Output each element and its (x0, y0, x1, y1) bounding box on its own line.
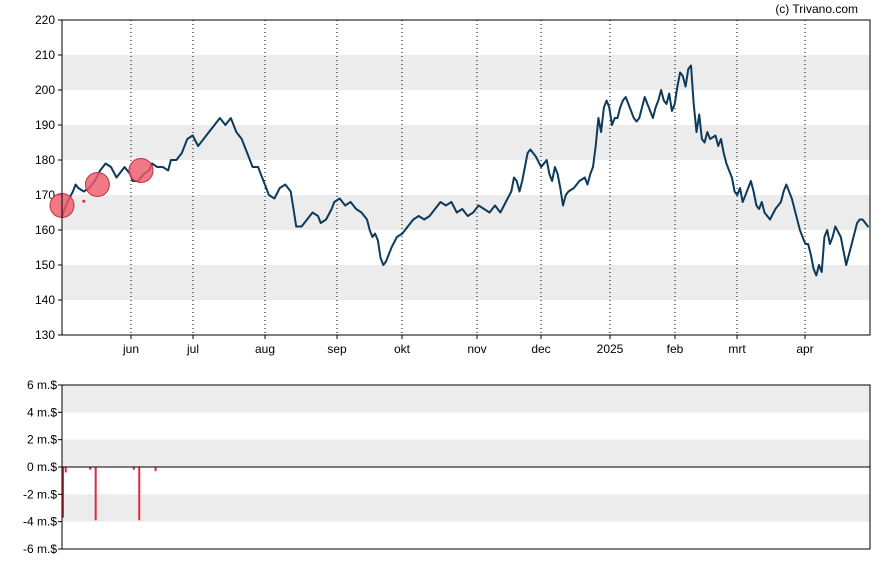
volume-bars (62, 467, 157, 521)
price-x-tick-label: 2025 (597, 342, 624, 356)
price-x-tick-label: nov (467, 342, 486, 356)
price-bands (62, 55, 870, 300)
volume-bar (132, 467, 135, 470)
volume-bands (62, 385, 870, 522)
price-line (61, 64, 869, 277)
price-y-tick-label: 140 (35, 293, 55, 307)
price-y-tick-label: 190 (35, 118, 55, 132)
volume-y-tick-label: -2 m.$ (23, 487, 57, 501)
volume-band (62, 494, 870, 522)
volume-bar (154, 467, 157, 472)
volume-y-tick-label: -6 m.$ (23, 542, 57, 556)
volume-bar (138, 467, 141, 521)
price-y-tick-label: 210 (35, 48, 55, 62)
price-x-tick-label: mrt (728, 342, 746, 356)
trade-marker (128, 158, 154, 183)
volume-bar (89, 467, 92, 470)
price-x-tick-label: okt (394, 342, 411, 356)
volume-y-tick-label: 6 m.$ (27, 378, 57, 392)
volume-y-tick-label: 4 m.$ (27, 405, 57, 419)
volume-y-tick-label: 2 m.$ (27, 433, 57, 447)
price-y-tick-label: 180 (35, 153, 55, 167)
volume-bar (94, 467, 97, 521)
price-y-ticks: 130 140 150 160 170 180 190 200 210 220 (35, 13, 62, 342)
trade-marker (84, 172, 110, 197)
price-y-tick-label: 130 (35, 328, 55, 342)
price-y-tick-label: 200 (35, 83, 55, 97)
price-gridlines (130, 20, 806, 335)
price-y-tick-label: 160 (35, 223, 55, 237)
price-y-tick-label: 150 (35, 258, 55, 272)
price-x-tick-label: apr (796, 342, 813, 356)
volume-band (62, 439, 870, 467)
price-series (61, 64, 869, 277)
volume-bar (62, 467, 64, 518)
trade-dot (82, 199, 86, 203)
price-band (62, 125, 870, 160)
volume-y-ticks: 6 m.$ 4 m.$ 2 m.$ 0 m.$ -2 m.$ -4 m.$ -6 m.$ (23, 378, 62, 556)
volume-y-tick-label: -4 m.$ (23, 515, 57, 529)
price-band (62, 55, 870, 90)
price-band (62, 265, 870, 300)
price-y-tick-label: 170 (35, 188, 55, 202)
volume-panel: 6 m.$ 4 m.$ 2 m.$ 0 m.$ -2 m.$ -4 m.$ -6 m.$ (23, 378, 871, 556)
price-x-tick-label: jun (122, 342, 139, 356)
price-frame (61, 19, 871, 336)
volume-bar (64, 467, 67, 473)
price-x-tick-label: feb (667, 342, 684, 356)
price-x-tick-label: sep (327, 342, 347, 356)
price-x-tick-label: jul (186, 342, 199, 356)
volume-band (62, 385, 870, 413)
volume-frame (61, 384, 871, 550)
price-x-ticks: jun jul aug sep okt nov dec 2025 feb mrt apr (122, 335, 814, 356)
volume-y-tick-label: 0 m.$ (27, 460, 57, 474)
price-x-tick-label: dec (531, 342, 550, 356)
price-y-tick-label: 220 (35, 13, 55, 27)
price-panel: 130 140 150 160 170 180 190 200 210 220 jun jul aug… (35, 13, 871, 356)
credit-text: (c) Trivano.com (775, 2, 858, 16)
price-x-tick-label: aug (255, 342, 275, 356)
